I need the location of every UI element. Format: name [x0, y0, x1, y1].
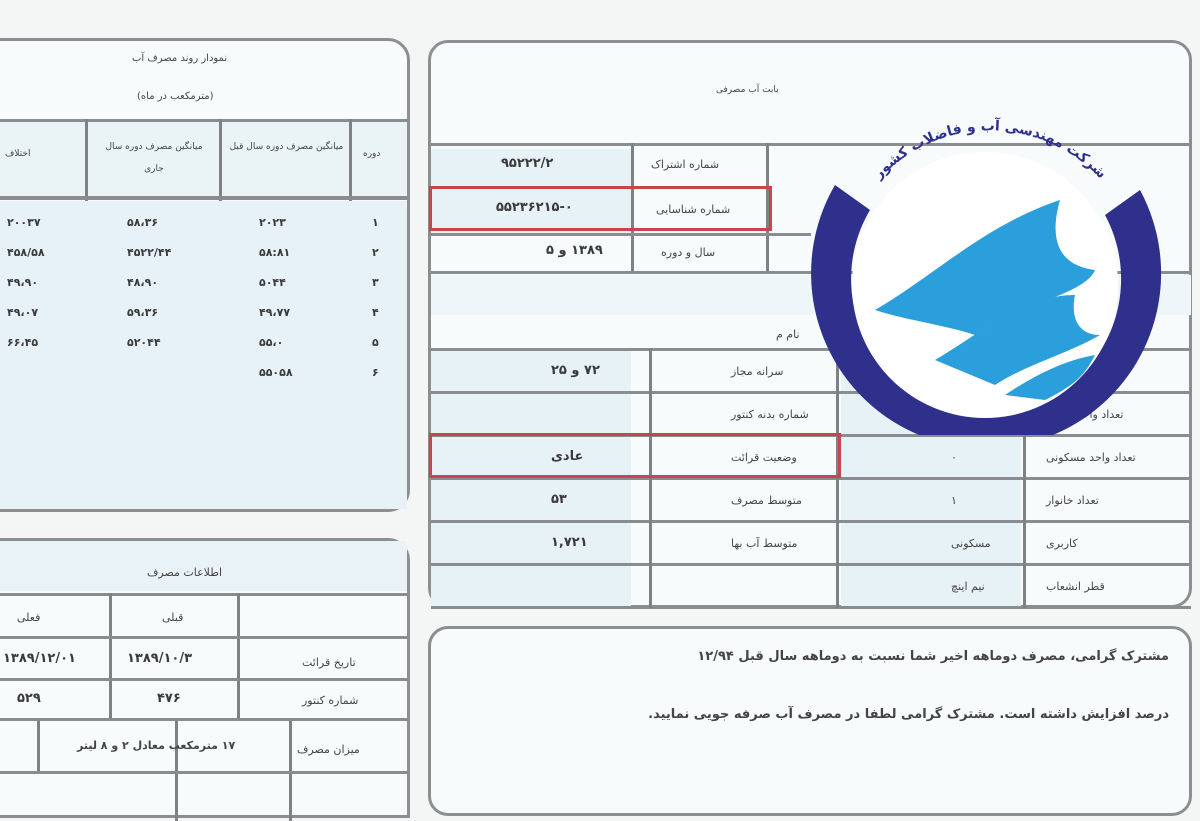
- message-line-2: درصد افزایش داشته است. مشترک گرامی لطفا …: [648, 707, 1169, 722]
- meter-curr: ۵۲۹: [17, 691, 41, 706]
- meter-number-label: شماره کنتور: [302, 694, 359, 707]
- usage-row-diff: ۶۶،۴۵: [7, 336, 39, 349]
- usage-row-period: ۶: [372, 366, 379, 379]
- consumption-title: اطلاعات مصرف: [147, 566, 223, 579]
- bill-row-right-value: مسکونی: [951, 537, 991, 550]
- bill-row-right-value: نیم اینچ: [951, 580, 985, 593]
- message-panel: مشترک گرامی، مصرف دوماهه اخیر شما نسبت ب…: [428, 626, 1192, 816]
- meter-prev: ۴۷۶: [157, 691, 181, 706]
- usage-label: میزان مصرف: [297, 743, 360, 756]
- water-company-logo: شرکت مهندسی آب و فاضلاب کشور: [811, 116, 1162, 435]
- subscription-value: ۹۵۲۲۲/۲: [501, 156, 554, 171]
- usage-chart-subtitle: (مترمکعب در ماه): [137, 91, 214, 102]
- usage-row-diff: ۴۵۸/۵۸: [7, 246, 45, 259]
- id-highlight: [429, 186, 772, 231]
- usage-row-curr: ۵۲۰۴۴: [127, 336, 161, 349]
- reading-status-highlight: [429, 433, 841, 478]
- usage-row-curr: ۵۹،۳۶: [127, 306, 159, 319]
- bill-row-right-label: تعداد واحد مسکونی: [1046, 451, 1136, 464]
- usage-row-prev: ۵۸:۸۱: [259, 246, 291, 259]
- usage-row-diff: ۲۰۰۳۷: [7, 216, 41, 229]
- bill-row-value: عادی: [551, 449, 584, 464]
- header-prev: فعلی: [17, 611, 41, 624]
- bill-row-right-value: ۱: [951, 494, 957, 507]
- usage-row-diff: ۴۹،۹۰: [7, 276, 39, 289]
- header-curr: قبلی: [162, 611, 184, 624]
- bill-row-value: ۱,۷۲۱: [551, 535, 588, 550]
- bill-row-right-label: تعداد خانوار: [1046, 494, 1099, 507]
- logo-wave-3: [1005, 355, 1095, 400]
- usage-value: ۱۷ مترمکعب معادل ۲ و ۸ لیتر: [77, 739, 236, 752]
- bill-header-text: بابت آب مصرفی: [716, 85, 779, 95]
- usage-row-prev: ۵۵۰۵۸: [259, 366, 293, 379]
- bill-row-right-label: قطر انشعاب: [1046, 580, 1105, 593]
- header-period: دوره: [363, 149, 381, 159]
- usage-row-period: ۲: [372, 246, 379, 259]
- logo-ring: [811, 185, 1162, 435]
- id-value: ۵۵۲۳۶۲۱۵-۰: [496, 200, 573, 215]
- bill-row-right-label: کاربری: [1046, 537, 1078, 550]
- usage-row-diff: ۴۹،۰۷: [7, 306, 39, 319]
- bill-row-right-value: ۰: [951, 451, 957, 464]
- usage-row-curr: ۵۸،۳۶: [127, 216, 159, 229]
- usage-row-period: ۳: [372, 276, 379, 289]
- bill-row-label: شماره بدنه کنتور: [731, 408, 809, 421]
- usage-row-curr: ۴۸،۹۰: [127, 276, 159, 289]
- consumption-info-panel: اطلاعات مصرف فعلی قبلی تاریخ قرائت ۱۳۸۹/…: [0, 538, 410, 821]
- usage-row-prev: ۵۰۴۴: [259, 276, 286, 289]
- period-value: ۱۳۸۹ و ۵: [546, 243, 603, 258]
- bill-row-label: متوسط آب بها: [731, 537, 798, 550]
- header-curr-year: میانگین مصرف دوره سال جاری: [105, 142, 203, 174]
- section-label: نام م: [776, 328, 800, 341]
- header-prev-year: میانگین مصرف دوره سال قبل: [229, 142, 344, 152]
- usage-row-prev: ۵۵،۰: [259, 336, 284, 349]
- bill-row-label: وضعیت قرائت: [731, 451, 797, 464]
- bill-row-label: سرانه مجاز: [731, 365, 784, 378]
- header-diff: اختلاف: [5, 149, 31, 159]
- usage-row-period: ۱: [372, 216, 379, 229]
- bill-row-value: ۷۲ و ۲۵: [551, 363, 600, 378]
- period-label: سال و دوره: [661, 246, 716, 259]
- read-date-label: تاریخ قرائت: [302, 656, 356, 669]
- subscription-label: شماره اشتراک: [651, 158, 720, 171]
- usage-row-curr: ۴۵۲۲/۴۴: [127, 246, 172, 259]
- usage-chart-title: نمودار روند مصرف آب: [132, 53, 228, 64]
- usage-trend-panel: نمودار روند مصرف آب (مترمکعب در ماه) دور…: [0, 38, 410, 512]
- logo-wave-2: [935, 295, 1100, 385]
- id-label: شماره شناسایی: [656, 203, 731, 216]
- usage-row-period: ۴: [372, 306, 379, 319]
- bill-row-value: ۵۳: [551, 492, 567, 507]
- usage-row-prev: ۲۰۲۳: [259, 216, 286, 229]
- usage-row-prev: ۴۹،۷۷: [259, 306, 291, 319]
- bill-row-label: متوسط مصرف: [731, 494, 802, 507]
- read-date-curr: ۱۳۸۹/۱۲/۰۱: [3, 651, 76, 666]
- read-date-prev: ۱۳۸۹/۱۰/۳: [127, 651, 193, 666]
- message-line-1: مشترک گرامی، مصرف دوماهه اخیر شما نسبت ب…: [697, 649, 1169, 664]
- usage-row-period: ۵: [372, 336, 379, 349]
